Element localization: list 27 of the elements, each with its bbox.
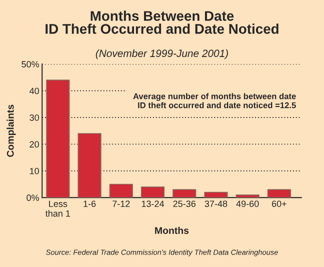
bar — [204, 192, 228, 198]
x-tick-label: 25-36 — [173, 200, 196, 207]
y-tick-label: 30 — [30, 114, 39, 121]
y-tick-label: 20 — [30, 141, 39, 148]
x-tick-label: 1-6 — [84, 200, 96, 207]
chart-title: Months Between Date ID Theft Occurred and Date Noticed — [46, 10, 278, 34]
x-tick-label: 13-24 — [142, 200, 164, 207]
chart-subtitle: (November 1999-June 2001) — [96, 49, 228, 60]
x-tick-label: 7-12 — [112, 200, 130, 207]
bar — [267, 189, 291, 198]
x-tick-label: Less than 1 — [46, 200, 70, 217]
bar — [109, 184, 133, 198]
annotation: Average number of months between date ID theft occurred and date noticed =12.5 — [133, 93, 296, 108]
y-tick-label: 40 — [30, 88, 39, 94]
x-axis-title: Months — [155, 226, 189, 234]
x-tick-label: 49-60 — [236, 200, 259, 207]
y-tick-label: 50% — [22, 61, 40, 68]
bar — [172, 189, 196, 198]
y-tick-label: 0% — [26, 194, 40, 201]
y-axis-title: Complaints — [6, 104, 16, 157]
x-tick-label: 60+ — [272, 200, 286, 207]
bar — [46, 80, 70, 198]
bar — [78, 133, 102, 198]
x-tick-label: 37-48 — [204, 200, 228, 207]
bar — [140, 186, 165, 198]
bar — [236, 194, 260, 198]
y-tick-label: 10 — [30, 168, 39, 174]
